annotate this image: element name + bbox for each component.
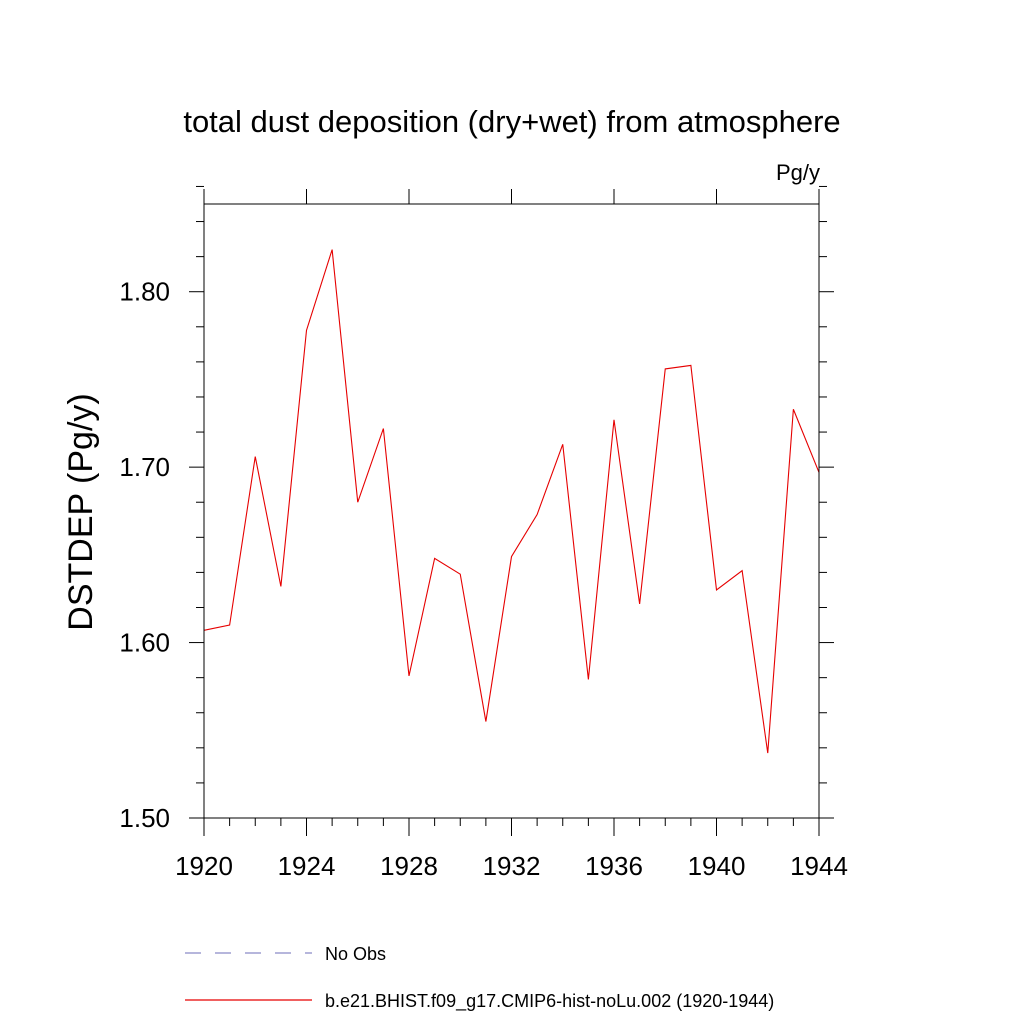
x-tick-label: 1920	[175, 851, 233, 881]
x-tick-label: 1936	[585, 851, 643, 881]
y-tick-label: 1.80	[119, 277, 170, 307]
x-tick-label: 1928	[380, 851, 438, 881]
y-tick-label: 1.50	[119, 803, 170, 833]
y-tick-label: 1.70	[119, 452, 170, 482]
units-label: Pg/y	[776, 160, 820, 185]
series-layer	[203, 249, 820, 754]
plot-frame	[203, 203, 820, 819]
legend-label: No Obs	[325, 944, 386, 964]
x-tick-label: 1940	[688, 851, 746, 881]
series-line	[203, 249, 820, 754]
x-tick-label: 1932	[483, 851, 541, 881]
x-tick-label: 1924	[278, 851, 336, 881]
x-tick-label: 1944	[790, 851, 848, 881]
legend-label: b.e21.BHIST.f09_g17.CMIP6-hist-noLu.002 …	[325, 991, 774, 1012]
legend: No Obs b.e21.BHIST.f09_g17.CMIP6-hist-noL…	[185, 944, 774, 1012]
chart-title: total dust deposition (dry+wet) from atm…	[183, 104, 840, 139]
y-tick-label: 1.60	[119, 628, 170, 658]
axis-tick-labels: 1920 1924 1928 1932 1936 1940 1944 1.50 1.60 1.70…	[119, 277, 848, 881]
y-axis-label: DSTDEP (Pg/y)	[62, 393, 100, 630]
axis-ticks	[189, 185, 834, 836]
